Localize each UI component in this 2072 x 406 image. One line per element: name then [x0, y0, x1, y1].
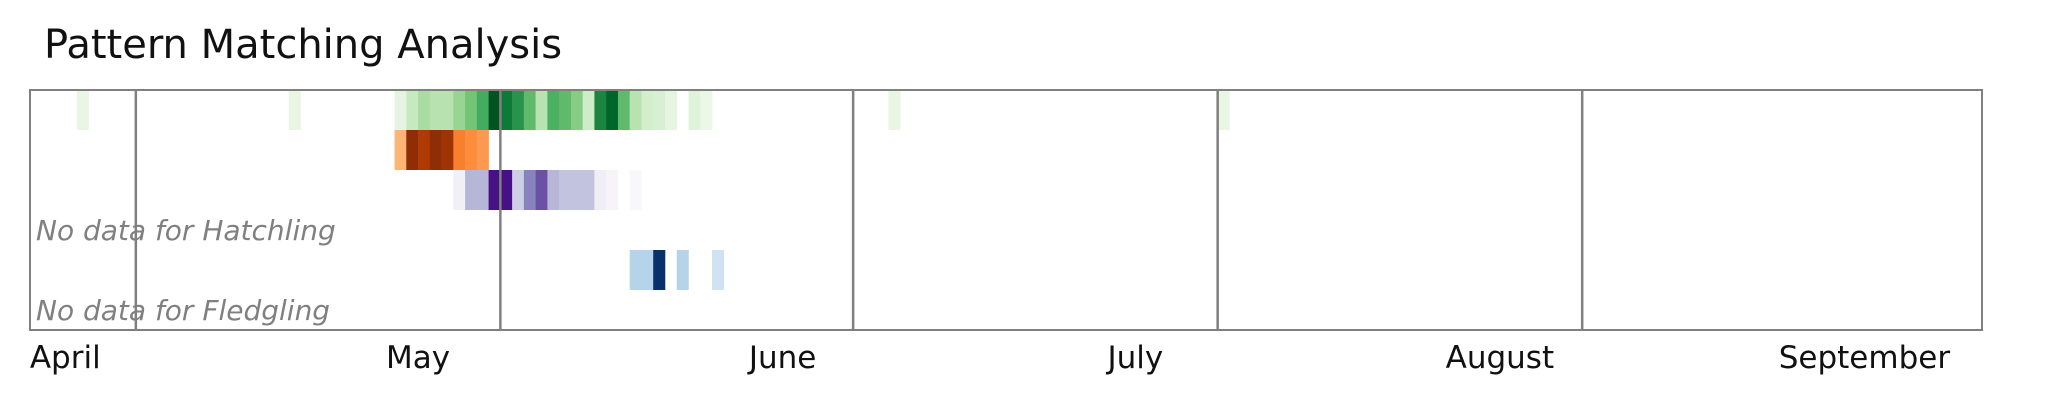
heatmap-cell	[476, 90, 489, 130]
heatmap-cell	[465, 170, 478, 210]
month-tick-label: June	[747, 340, 817, 376]
heatmap-cell	[418, 90, 431, 130]
heatmap-cell	[641, 90, 654, 130]
heatmap-cell	[488, 170, 501, 210]
heatmap-cell	[570, 90, 583, 130]
heatmap-cell	[77, 90, 90, 130]
heatmap-cell	[653, 250, 666, 290]
heatmap-cell	[1217, 90, 1230, 130]
heatmap-cell	[500, 90, 513, 130]
heatmap-cell	[453, 170, 466, 210]
heatmap-cell	[406, 130, 419, 170]
heatmap-cell	[465, 130, 478, 170]
heatmap-cell	[700, 90, 713, 130]
heatmap-cells	[77, 90, 1230, 290]
month-tick-labels: April May June July August September	[30, 340, 1950, 376]
heatmap-cell	[606, 170, 619, 210]
heatmap-cell	[712, 250, 725, 290]
heatmap-cell	[559, 90, 572, 130]
heatmap-cell	[512, 170, 525, 210]
month-tick-label: May	[386, 340, 450, 376]
heatmap-cell	[641, 250, 654, 290]
heatmap-cell	[453, 130, 466, 170]
heatmap-cell	[570, 170, 583, 210]
heatmap-cell	[288, 90, 301, 130]
heatmap-cell	[582, 170, 595, 210]
heatmap-cell	[406, 90, 419, 130]
heatmap-cell	[394, 130, 407, 170]
heatmap-cell	[676, 250, 689, 290]
heatmap-cell	[429, 130, 442, 170]
heatmap-cell	[629, 170, 642, 210]
month-tick-label: September	[1779, 340, 1951, 376]
no-data-label: No data for Hatchling	[36, 214, 336, 247]
heatmap-cell	[559, 170, 572, 210]
heatmap-cell	[535, 90, 548, 130]
month-tick-label: July	[1105, 340, 1163, 376]
heatmap-cell	[418, 130, 431, 170]
heatmap-cell	[441, 90, 454, 130]
heatmap-cell	[453, 90, 466, 130]
heatmap-cell	[535, 170, 548, 210]
heatmap-cell	[594, 90, 607, 130]
chart-title: Pattern Matching Analysis	[44, 22, 563, 68]
heatmap-cell	[429, 90, 442, 130]
heatmap-cell	[629, 90, 642, 130]
heatmap-cell	[465, 90, 478, 130]
month-tick-label: April	[30, 340, 101, 376]
heatmap-cell	[441, 130, 454, 170]
month-boundary-lines	[134, 90, 1584, 330]
heatmap-cell	[594, 170, 607, 210]
heatmap-cell	[488, 90, 501, 130]
heatmap-cell	[688, 90, 701, 130]
heatmap-cell	[523, 90, 536, 130]
heatmap-cell	[476, 130, 489, 170]
heatmap-cell	[547, 170, 560, 210]
heatmap-cell	[582, 90, 595, 130]
heatmap-cell	[629, 250, 642, 290]
heatmap-cell	[664, 90, 678, 130]
plot-frame	[29, 89, 1983, 331]
heatmap-cell	[606, 90, 619, 130]
heatmap-cell	[617, 90, 631, 130]
heatmap-cell	[547, 90, 560, 130]
heatmap-cell	[653, 90, 666, 130]
heatmap-cell	[523, 170, 536, 210]
heatmap-cell	[888, 90, 901, 130]
heatmap-cell	[500, 170, 513, 210]
heatmap-cell	[512, 90, 525, 130]
no-data-labels: No data for Hatchling No data for Fledgli…	[36, 214, 336, 327]
month-tick-label: August	[1446, 340, 1555, 376]
heatmap-cell	[476, 170, 489, 210]
no-data-label: No data for Fledgling	[36, 294, 330, 327]
heatmap-cell	[394, 90, 407, 130]
